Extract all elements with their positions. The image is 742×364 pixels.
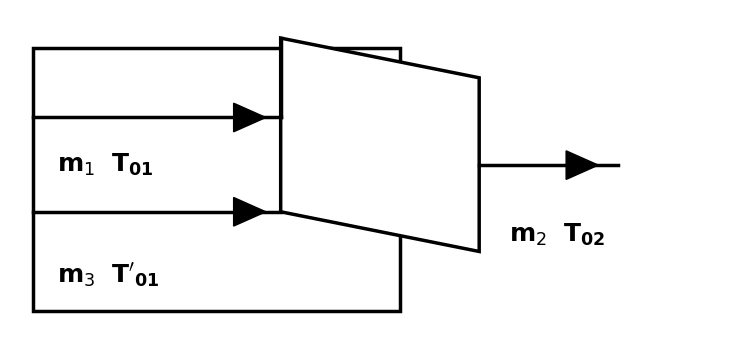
Polygon shape	[234, 198, 266, 226]
Text: $\mathbf{m}_3\ \ \mathbf{T^{\prime}}_{\mathbf{01}}$: $\mathbf{m}_3\ \ \mathbf{T^{\prime}}_{\m…	[57, 261, 160, 290]
Bar	[33, 48, 400, 311]
Polygon shape	[234, 103, 266, 132]
Text: $\mathbf{m}_2\ \ \mathbf{T}_{\mathbf{02}}$: $\mathbf{m}_2\ \ \mathbf{T}_{\mathbf{02}…	[509, 222, 605, 248]
Polygon shape	[566, 151, 598, 179]
Text: $\mathbf{m}_1\ \ \mathbf{T}_{\mathbf{01}}$: $\mathbf{m}_1\ \ \mathbf{T}_{\mathbf{01}…	[57, 152, 154, 178]
Polygon shape	[280, 38, 479, 252]
